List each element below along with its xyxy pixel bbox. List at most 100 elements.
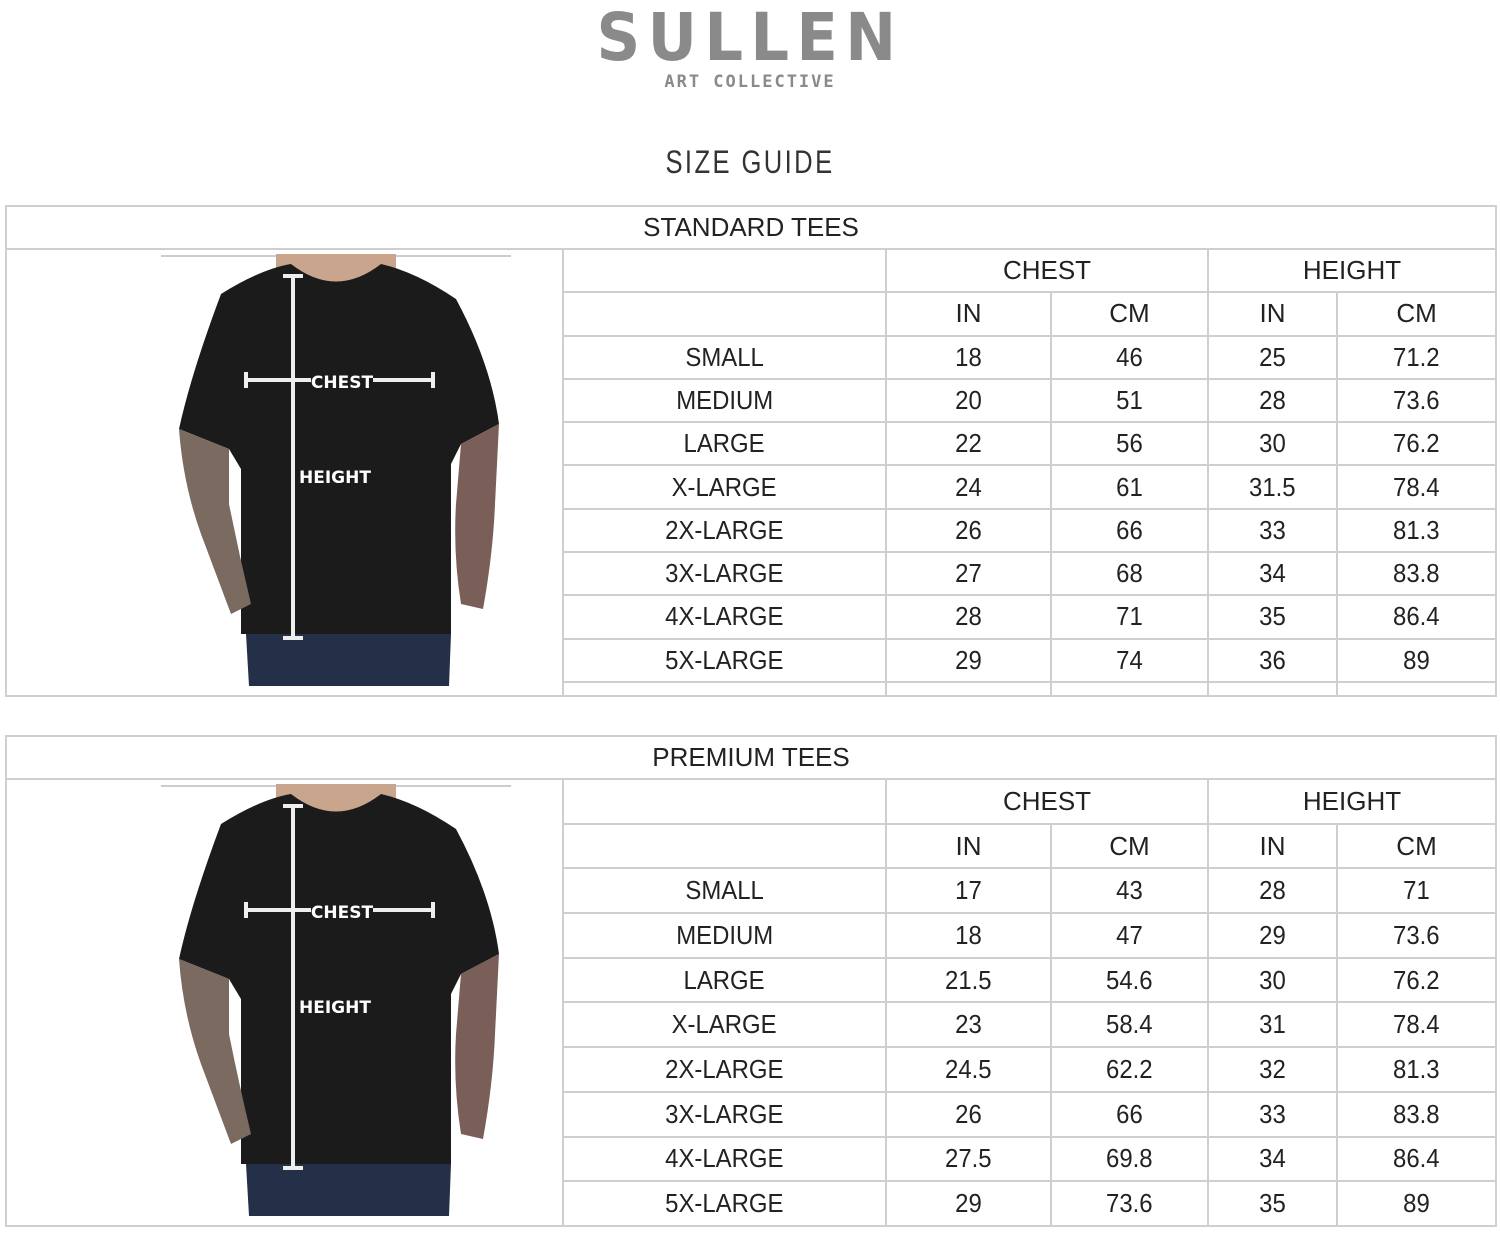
cell-size: 2X-LARGE: [562, 507, 887, 553]
height-in-header: IN: [1207, 822, 1338, 870]
cell-value: 29: [1259, 919, 1286, 950]
chest-in-header: IN: [885, 291, 1052, 337]
cell-value: 28: [1259, 875, 1286, 906]
cell-value: 28: [955, 601, 982, 632]
cell-height-in: 25: [1207, 334, 1338, 380]
cell-value: 73.6: [1393, 919, 1440, 950]
cell-height-in: 34: [1207, 1135, 1338, 1183]
table-row: MEDIUM 18 47 29 73.6: [6, 912, 1498, 959]
cell-chest-in: 27: [885, 550, 1052, 597]
height-label: HEIGHT: [299, 998, 371, 1018]
cell-height-in: 35: [1207, 594, 1338, 640]
cell-chest-in: 29: [885, 1180, 1052, 1227]
height-group-header: HEIGHT: [1206, 778, 1498, 825]
cell-value: 89: [1403, 644, 1430, 675]
cell-height-cm: 71.2: [1335, 334, 1498, 380]
chest-cm-header: CM: [1050, 822, 1209, 870]
cell-height-in: 35: [1207, 1180, 1338, 1227]
cell-chest-cm: 54.6: [1050, 956, 1209, 1004]
cell-height-cm: 78.4: [1335, 1001, 1498, 1049]
cell-chest-cm: 68: [1050, 550, 1209, 597]
chest-group-header: CHEST: [885, 247, 1209, 294]
blank-header: [562, 247, 887, 294]
cell-height-cm: 73.6: [1335, 912, 1498, 959]
jeans: [246, 634, 451, 686]
cell-value: 23: [955, 1009, 982, 1040]
cell-chest-in: 26: [885, 507, 1052, 553]
cell-value: 4X-LARGE: [665, 1143, 784, 1174]
cell-size: 5X-LARGE: [562, 637, 887, 683]
cell-value: 47: [1116, 919, 1143, 950]
cell-chest-in: 22: [885, 421, 1052, 467]
cell-value: 71.2: [1393, 341, 1440, 372]
cell-value: 17: [955, 875, 982, 906]
cell-value: 83.8: [1393, 558, 1440, 589]
cell-value: 35: [1259, 1188, 1286, 1219]
cell-height-cm: 89: [1335, 637, 1498, 683]
cell-value: 73.6: [1106, 1188, 1153, 1219]
cell-value: 31: [1259, 1009, 1286, 1040]
cell-chest-cm: 73.6: [1050, 1180, 1209, 1227]
cell-value: 20: [955, 384, 982, 415]
cell-chest-cm: 71: [1050, 594, 1209, 640]
tee-illustration: CHEST HEIGHT: [161, 254, 511, 686]
cell-chest-cm: 46: [1050, 334, 1209, 380]
brand-tagline: ART COLLECTIVE: [664, 72, 836, 92]
section-title: PREMIUM TEES: [4, 735, 1498, 780]
cell-value: 43: [1116, 875, 1143, 906]
size-table-0: STANDARD TEES CHEST HEIGHT CHEST HEIGHT …: [4, 205, 1498, 698]
cell-value: MEDIUM: [675, 384, 774, 415]
cell-height-in: 33: [1207, 1090, 1338, 1138]
cell-value: 36: [1259, 644, 1286, 675]
blank-header: [562, 822, 887, 870]
cell-height-cm: 73.6: [1335, 377, 1498, 424]
table-row: X-LARGE 23 58.4 31 78.4: [6, 1001, 1498, 1049]
chest-label: CHEST: [311, 373, 374, 393]
left-arm: [179, 429, 251, 614]
cell-value: 27: [955, 558, 982, 589]
cell-chest-in: 24.5: [885, 1046, 1052, 1093]
cell-value: 21.5: [945, 964, 992, 995]
cell-height-in: 36: [1207, 637, 1338, 683]
cell-size: 3X-LARGE: [562, 550, 887, 597]
cell-value: 62.2: [1106, 1053, 1153, 1084]
cell-height-cm: 76.2: [1335, 956, 1498, 1004]
cell-value: 27.5: [945, 1143, 992, 1174]
cell-chest-in: 18: [885, 334, 1052, 380]
cell-value: 3X-LARGE: [665, 1098, 784, 1129]
cell-chest-cm: 62.2: [1050, 1046, 1209, 1093]
cell-value: 81.3: [1393, 1053, 1440, 1084]
height-cm-header: CM: [1335, 822, 1498, 870]
brand-logo: SULLEN ART COLLECTIVE: [0, 2, 1500, 93]
cell-height-cm: 71: [1335, 867, 1498, 915]
cell-chest-in: 21.5: [885, 956, 1052, 1004]
cell-value: 86.4: [1393, 1143, 1440, 1174]
cell-value: 78.4: [1393, 1009, 1440, 1040]
cell-value: 34: [1259, 1143, 1286, 1174]
tee-illustration: CHEST HEIGHT: [161, 784, 511, 1216]
cell-height-in: 30: [1207, 421, 1338, 467]
cell-value: 74: [1116, 644, 1143, 675]
cell-value: 34: [1259, 558, 1286, 589]
cell-value: 5X-LARGE: [665, 1188, 784, 1219]
cell-value: 73.6: [1393, 384, 1440, 415]
cell-chest-cm: 56: [1050, 421, 1209, 467]
cell-value: 33: [1259, 514, 1286, 545]
table-row: LARGE 21.5 54.6 30 76.2: [6, 956, 1498, 1004]
cell-value: SMALL: [685, 341, 764, 372]
cell-chest-cm: 58.4: [1050, 1001, 1209, 1049]
cell-height-in: 28: [1207, 377, 1338, 424]
table-row: LARGE 22 56 30 76.2: [6, 421, 1498, 467]
cell-height-in: 31: [1207, 1001, 1338, 1049]
cell-height-cm: 86.4: [1335, 1135, 1498, 1183]
cell-value: 24: [955, 471, 982, 502]
chest-group-header: CHEST: [885, 778, 1209, 825]
cell-value: 81.3: [1393, 514, 1440, 545]
cell-chest-in: 23: [885, 1001, 1052, 1049]
table-row: 4X-LARGE 28 71 35 86.4: [6, 594, 1498, 640]
cell-value: 71: [1403, 875, 1430, 906]
table-row: 5X-LARGE 29 74 36 89: [6, 637, 1498, 683]
cell-value: 61: [1116, 471, 1143, 502]
cell-value: X-LARGE: [671, 1009, 778, 1040]
cell-value: 5X-LARGE: [665, 644, 784, 675]
